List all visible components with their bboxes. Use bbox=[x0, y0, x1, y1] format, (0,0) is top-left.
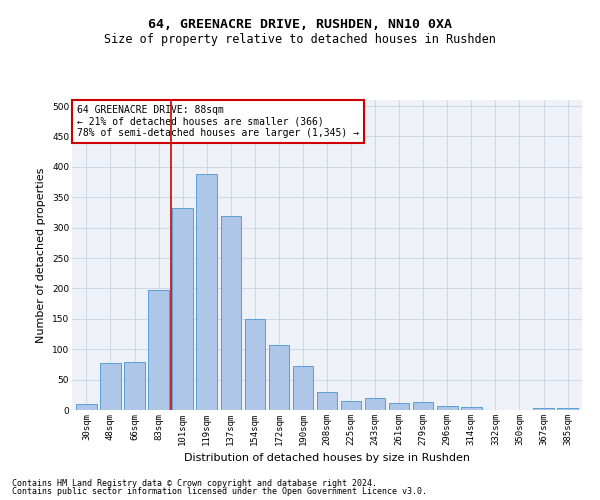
X-axis label: Distribution of detached houses by size in Rushden: Distribution of detached houses by size … bbox=[184, 454, 470, 464]
Bar bbox=[172, 208, 193, 410]
Bar bbox=[100, 362, 121, 410]
Bar bbox=[437, 406, 458, 410]
Bar bbox=[196, 174, 217, 410]
Text: Size of property relative to detached houses in Rushden: Size of property relative to detached ho… bbox=[104, 32, 496, 46]
Text: Contains public sector information licensed under the Open Government Licence v3: Contains public sector information licen… bbox=[12, 487, 427, 496]
Y-axis label: Number of detached properties: Number of detached properties bbox=[37, 168, 46, 342]
Bar bbox=[557, 408, 578, 410]
Bar bbox=[76, 404, 97, 410]
Bar bbox=[245, 319, 265, 410]
Text: Contains HM Land Registry data © Crown copyright and database right 2024.: Contains HM Land Registry data © Crown c… bbox=[12, 478, 377, 488]
Text: 64, GREENACRE DRIVE, RUSHDEN, NN10 0XA: 64, GREENACRE DRIVE, RUSHDEN, NN10 0XA bbox=[148, 18, 452, 30]
Bar bbox=[533, 408, 554, 410]
Text: 64 GREENACRE DRIVE: 88sqm
← 21% of detached houses are smaller (366)
78% of semi: 64 GREENACRE DRIVE: 88sqm ← 21% of detac… bbox=[77, 104, 359, 138]
Bar bbox=[389, 402, 409, 410]
Bar bbox=[341, 401, 361, 410]
Bar bbox=[365, 398, 385, 410]
Bar bbox=[413, 402, 433, 410]
Bar bbox=[269, 345, 289, 410]
Bar bbox=[221, 216, 241, 410]
Bar bbox=[317, 392, 337, 410]
Bar bbox=[461, 407, 482, 410]
Bar bbox=[293, 366, 313, 410]
Bar bbox=[148, 290, 169, 410]
Bar bbox=[124, 362, 145, 410]
